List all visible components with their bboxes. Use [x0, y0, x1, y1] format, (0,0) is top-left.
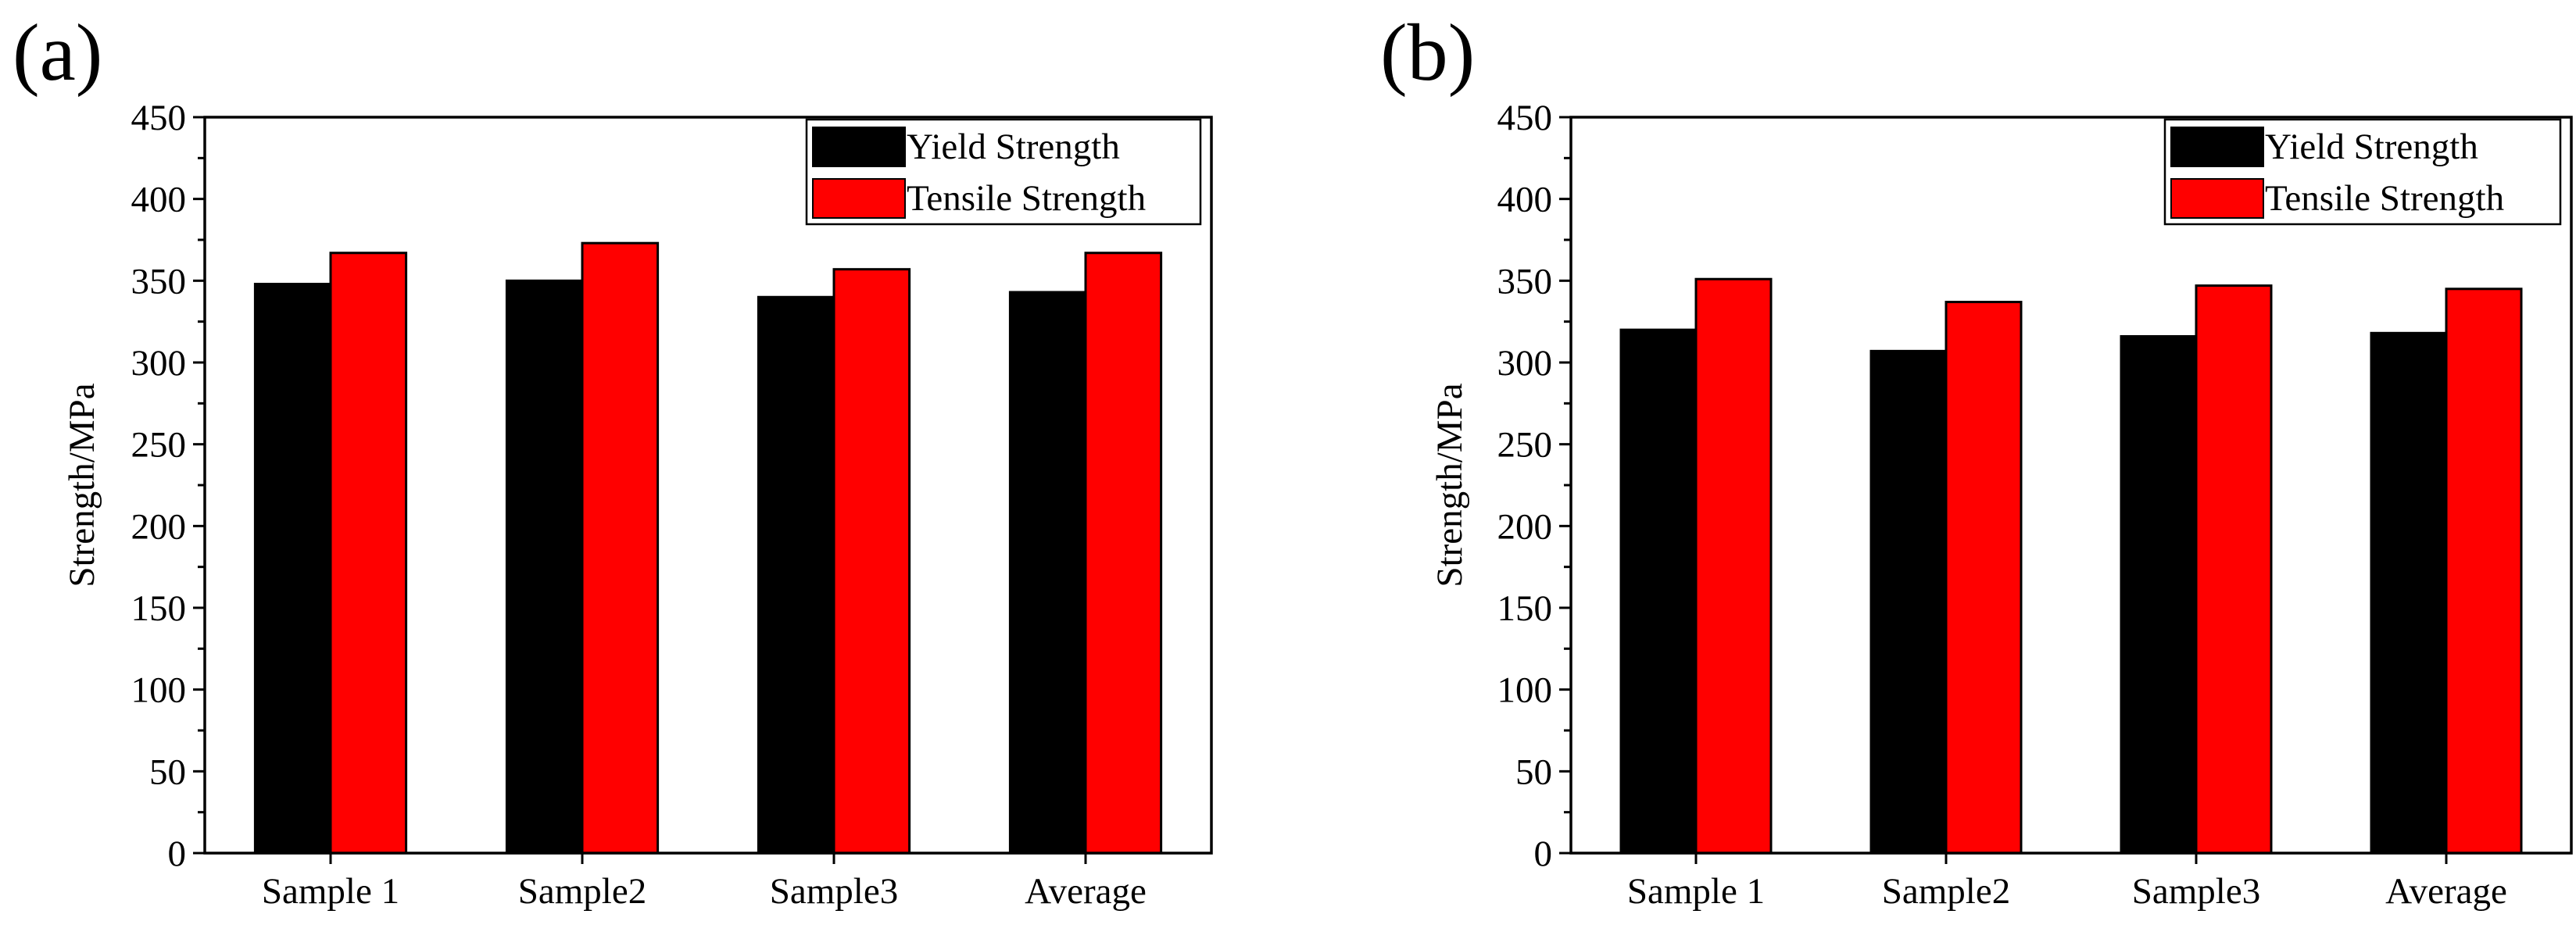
- bar-tensile-strength: [1945, 301, 2023, 855]
- bar-yield-strength: [757, 295, 835, 855]
- y-tick-label: 0: [168, 834, 187, 874]
- legend: Yield Strength Tensile Strength: [2163, 118, 2562, 226]
- y-tick-label: 450: [131, 98, 187, 138]
- y-axis-title: Strength/MPa: [62, 383, 102, 587]
- legend-label: Yield Strength: [907, 127, 1120, 167]
- legend-swatch-yield: [2170, 127, 2264, 167]
- plot-frame: [1569, 116, 2573, 855]
- chart-panel-b: (b) 0 50 100 150 200 250 300 350 400 450 Strength/M…: [1380, 8, 2573, 912]
- bar-tensile-strength: [581, 241, 660, 855]
- legend: Yield Strength Tensile Strength: [805, 118, 1202, 226]
- y-tick-label: 150: [131, 588, 187, 629]
- y-tick-label: 50: [149, 752, 186, 792]
- y-tick-label: 0: [1534, 834, 1553, 874]
- panel-label: (b): [1380, 8, 1475, 98]
- x-tick-label: Sample2: [1882, 871, 2010, 912]
- bar-tensile-strength: [1694, 277, 1773, 855]
- y-axis-title: Strength/MPa: [1429, 383, 1470, 587]
- x-tick-label: Sample 1: [1627, 871, 1765, 912]
- y-tick-label: 450: [1497, 98, 1553, 138]
- y-tick-label: 250: [131, 425, 187, 466]
- bar-tensile-strength: [1084, 252, 1163, 855]
- y-tick-label: 100: [1497, 670, 1553, 711]
- x-tick-label: Average: [2385, 871, 2507, 912]
- x-tick-label: Sample3: [2132, 871, 2260, 912]
- y-tick-label: 250: [1497, 425, 1553, 466]
- y-tick-label: 350: [131, 261, 187, 302]
- x-tick-label: Sample2: [518, 871, 646, 912]
- bar-tensile-strength: [2195, 284, 2273, 855]
- bar-yield-strength: [1008, 291, 1087, 855]
- x-tick-label: Sample3: [770, 871, 898, 912]
- y-tick-label: 400: [131, 180, 187, 220]
- legend-label: Tensile Strength: [2265, 178, 2504, 219]
- x-tick-label: Average: [1025, 871, 1147, 912]
- bar-yield-strength: [505, 279, 584, 855]
- y-tick-label: 350: [1497, 261, 1553, 302]
- y-tick-label: 50: [1515, 752, 1552, 792]
- y-tick-label: 200: [131, 506, 187, 547]
- legend-label: Tensile Strength: [907, 178, 1146, 219]
- bar-tensile-strength: [329, 252, 408, 855]
- legend-swatch-tensile: [812, 178, 906, 219]
- bar-yield-strength: [1869, 349, 1948, 855]
- panel-label: (a): [13, 8, 102, 98]
- y-tick-label: 300: [1497, 343, 1553, 384]
- x-tick-label: Sample 1: [262, 871, 399, 912]
- bar-tensile-strength: [832, 268, 911, 855]
- legend-swatch-tensile: [2170, 178, 2264, 219]
- y-tick-label: 200: [1497, 506, 1553, 547]
- y-tick-label: 150: [1497, 588, 1553, 629]
- bar-yield-strength: [253, 283, 332, 855]
- bar-yield-strength: [2370, 331, 2448, 855]
- y-tick-label: 100: [131, 670, 187, 711]
- bar-yield-strength: [1619, 328, 1698, 855]
- y-tick-label: 400: [1497, 180, 1553, 220]
- chart-panel-a: (a) 0 50 100 150 200 250 300 350 400 450 Strength/M…: [13, 8, 1213, 912]
- bar-tensile-strength: [2445, 287, 2523, 855]
- bar-yield-strength: [2120, 335, 2198, 855]
- legend-swatch-yield: [812, 127, 906, 167]
- y-tick-label: 300: [131, 343, 187, 384]
- plot-frame: [203, 116, 1213, 855]
- legend-label: Yield Strength: [2265, 127, 2478, 167]
